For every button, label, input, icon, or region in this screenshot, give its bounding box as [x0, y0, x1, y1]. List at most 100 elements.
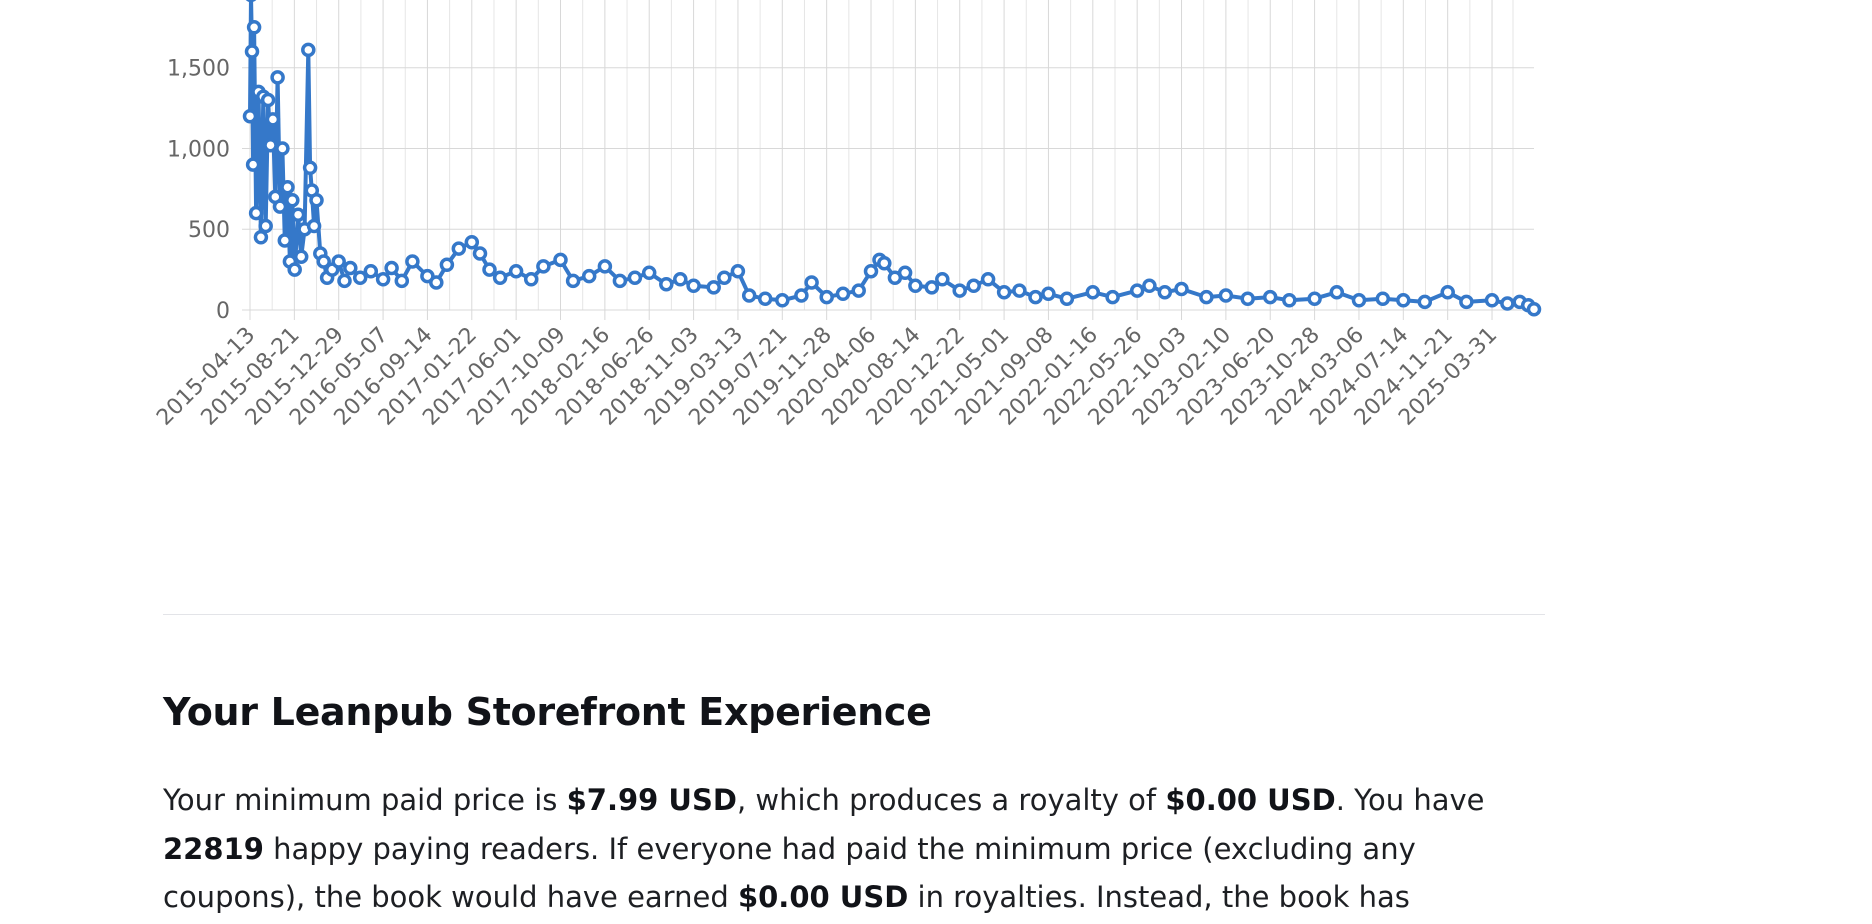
data-point[interactable]: [1028, 289, 1043, 305]
data-point[interactable]: [270, 70, 285, 85]
data-point[interactable]: [730, 263, 746, 279]
data-point[interactable]: [851, 283, 866, 298]
data-point[interactable]: [394, 273, 410, 289]
data-point[interactable]: [686, 278, 701, 294]
data-point[interactable]: [1142, 278, 1157, 294]
data-point[interactable]: [641, 265, 657, 281]
data-point[interactable]: [1282, 293, 1297, 308]
data-point[interactable]: [280, 179, 295, 195]
data-point[interactable]: [935, 272, 950, 287]
data-point[interactable]: [1059, 291, 1075, 306]
data-point[interactable]: [316, 254, 331, 269]
data-point[interactable]: [405, 254, 420, 269]
data-point[interactable]: [1417, 294, 1433, 310]
data-point[interactable]: [287, 262, 302, 277]
data-point[interactable]: [553, 252, 568, 268]
data-point[interactable]: [1307, 291, 1322, 306]
data-point[interactable]: [472, 246, 488, 261]
data-point[interactable]: [775, 293, 790, 308]
data-point[interactable]: [451, 241, 467, 256]
data-point[interactable]: [908, 278, 923, 294]
data-point[interactable]: [1218, 288, 1234, 303]
data-point[interactable]: [245, 0, 257, 3]
data-point[interactable]: [863, 263, 879, 279]
data-point[interactable]: [253, 230, 269, 245]
data-point[interactable]: [659, 276, 674, 292]
data-point[interactable]: [464, 234, 480, 250]
data-point[interactable]: [804, 275, 819, 290]
data-point[interactable]: [536, 259, 551, 274]
data-point[interactable]: [492, 270, 508, 285]
data-point[interactable]: [1199, 289, 1214, 305]
data-point[interactable]: [741, 288, 757, 303]
data-point[interactable]: [897, 265, 913, 281]
data-point[interactable]: [523, 272, 539, 287]
data-point[interactable]: [439, 257, 455, 273]
data-point[interactable]: [482, 262, 497, 277]
data-point[interactable]: [275, 141, 290, 156]
data-point[interactable]: [1329, 284, 1345, 300]
data-point[interactable]: [924, 280, 940, 295]
data-point[interactable]: [246, 20, 262, 35]
data-point[interactable]: [337, 273, 352, 289]
data-point[interactable]: [627, 270, 643, 285]
data-point[interactable]: [565, 273, 581, 289]
data-point[interactable]: [263, 137, 278, 153]
data-point[interactable]: [1396, 293, 1411, 308]
data-point[interactable]: [1012, 283, 1027, 298]
data-point[interactable]: [1459, 294, 1474, 310]
data-point[interactable]: [1526, 301, 1542, 317]
data-point[interactable]: [384, 260, 399, 276]
data-point[interactable]: [1041, 286, 1056, 302]
data-point[interactable]: [285, 192, 300, 208]
data-point[interactable]: [244, 44, 260, 59]
data-point[interactable]: [673, 272, 688, 287]
data-point[interactable]: [1500, 296, 1515, 311]
data-point[interactable]: [260, 92, 276, 108]
data-point[interactable]: [290, 207, 306, 222]
data-point[interactable]: [1375, 291, 1391, 306]
data-point[interactable]: [835, 286, 851, 302]
data-point[interactable]: [245, 157, 261, 172]
data-point[interactable]: [1351, 293, 1367, 308]
data-point[interactable]: [272, 199, 288, 214]
data-point[interactable]: [265, 112, 281, 127]
data-point[interactable]: [1262, 289, 1278, 305]
data-point[interactable]: [375, 272, 391, 287]
data-point[interactable]: [794, 288, 809, 303]
data-point[interactable]: [248, 205, 264, 221]
data-point[interactable]: [302, 160, 318, 176]
data-point[interactable]: [363, 263, 379, 279]
data-point[interactable]: [706, 280, 721, 295]
data-point[interactable]: [717, 270, 732, 285]
data-point[interactable]: [1484, 293, 1500, 308]
data-point[interactable]: [508, 263, 524, 279]
data-point[interactable]: [293, 249, 309, 264]
data-point[interactable]: [757, 291, 773, 306]
data-point[interactable]: [612, 273, 628, 289]
data-point[interactable]: [301, 42, 316, 58]
data-point[interactable]: [258, 218, 273, 234]
data-point[interactable]: [1129, 283, 1145, 298]
data-point[interactable]: [352, 270, 368, 285]
data-point[interactable]: [966, 278, 981, 294]
data-point[interactable]: [429, 275, 444, 290]
data-point[interactable]: [331, 254, 346, 269]
data-point[interactable]: [1085, 284, 1101, 300]
data-point[interactable]: [581, 268, 597, 284]
data-point[interactable]: [996, 284, 1012, 300]
data-point[interactable]: [877, 255, 892, 271]
data-point[interactable]: [306, 218, 322, 234]
data-point[interactable]: [1240, 291, 1255, 306]
data-point[interactable]: [980, 272, 996, 287]
data-point[interactable]: [242, 108, 258, 124]
data-point[interactable]: [343, 260, 358, 276]
data-point[interactable]: [277, 233, 293, 248]
data-point[interactable]: [309, 192, 324, 208]
data-point[interactable]: [1105, 289, 1120, 305]
data-point[interactable]: [1157, 284, 1173, 300]
data-point[interactable]: [952, 283, 967, 298]
data-point[interactable]: [819, 289, 834, 305]
data-point[interactable]: [1174, 281, 1189, 297]
data-point[interactable]: [1440, 284, 1455, 300]
